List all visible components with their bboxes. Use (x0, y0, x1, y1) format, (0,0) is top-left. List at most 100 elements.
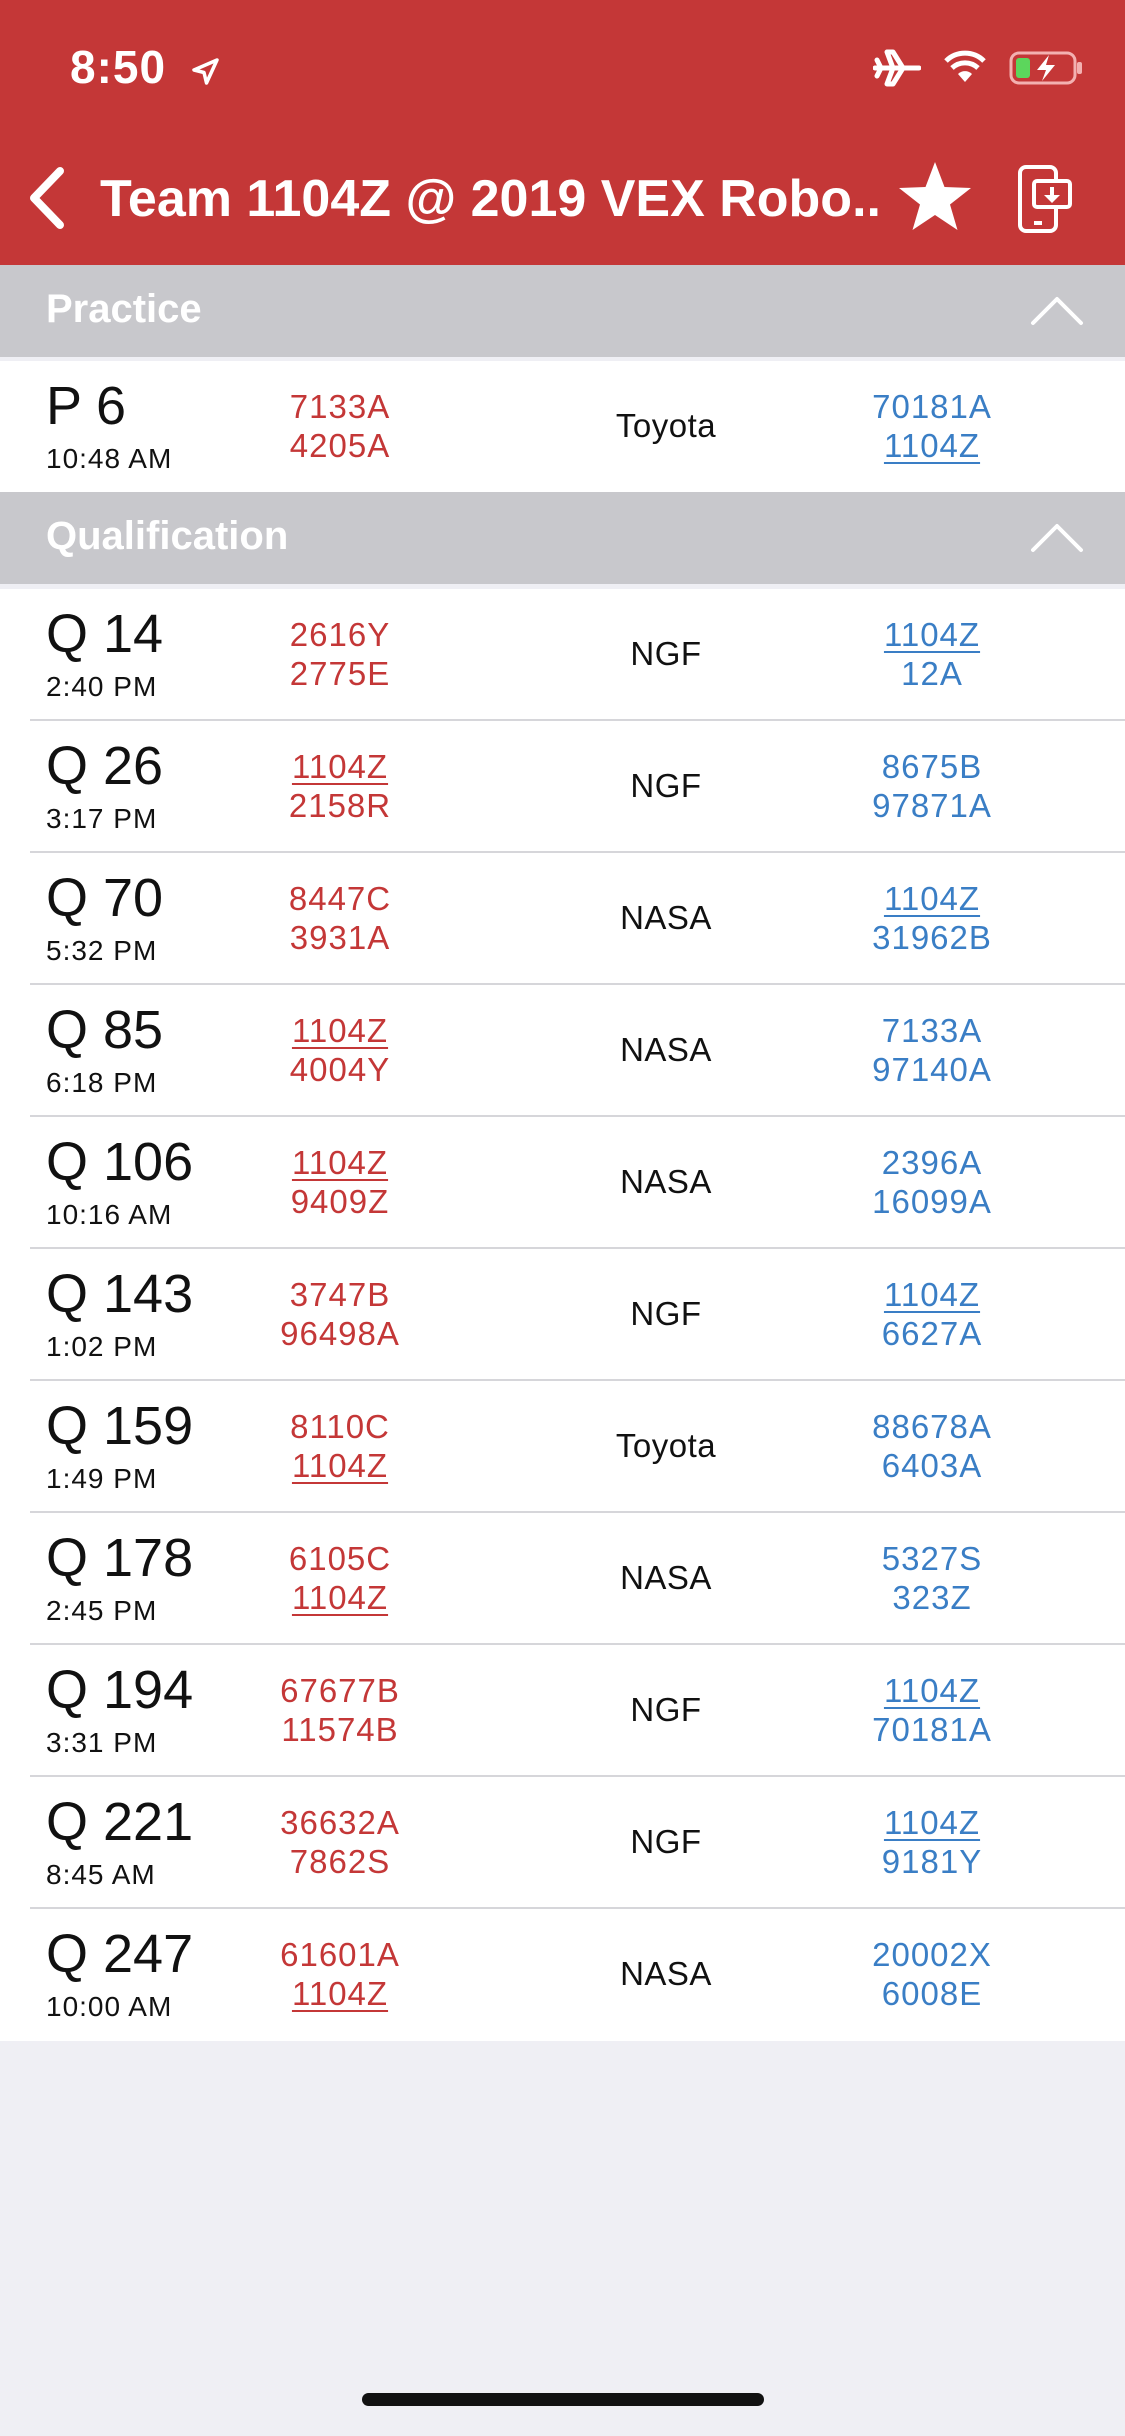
blue-team-2[interactable]: 323Z (892, 1579, 972, 1616)
favorite-button[interactable] (896, 158, 974, 236)
match-field: NASA (620, 899, 712, 936)
match-row[interactable]: Q 247 10:00 AM 61601A 1104Z NASA 20002X … (30, 1909, 1125, 2041)
section-header-practice[interactable]: Practice (0, 265, 1125, 357)
red-team-2[interactable]: 2775E (289, 655, 391, 692)
blue-team-1[interactable]: 1104Z (883, 880, 981, 917)
red-team-1[interactable]: 1104Z (291, 1144, 389, 1181)
blue-team-1[interactable]: 5327S (881, 1540, 983, 1577)
match-row[interactable]: Q 143 1:02 PM 3747B 96498A NGF 1104Z 662… (30, 1249, 1125, 1381)
collapse-chevron-icon[interactable] (1029, 291, 1085, 331)
red-team-2[interactable]: 1104Z (291, 1579, 389, 1616)
blue-team-2[interactable]: 9181Y (881, 1843, 983, 1880)
match-row[interactable]: Q 159 1:49 PM 8110C 1104Z Toyota 88678A … (30, 1381, 1125, 1513)
blue-team-2[interactable]: 6008E (881, 1975, 983, 2012)
back-button[interactable] (22, 163, 72, 233)
blue-team-2[interactable]: 70181A (872, 1711, 992, 1748)
blue-team-2[interactable]: 97140A (872, 1051, 992, 1088)
red-team-1[interactable]: 61601A (280, 1936, 400, 1973)
red-team-1[interactable]: 36632A (280, 1804, 400, 1841)
match-row[interactable]: Q 85 6:18 PM 1104Z 4004Y NASA 7133A 9714… (30, 985, 1125, 1117)
match-row[interactable]: Q 221 8:45 AM 36632A 7862S NGF 1104Z 918… (30, 1777, 1125, 1909)
match-time: 10:16 AM (46, 1199, 173, 1230)
qualification-list: Q 14 2:40 PM 2616Y 2775E NGF 1104Z 12A Q… (0, 589, 1125, 2041)
red-team-1[interactable]: 67677B (280, 1672, 400, 1709)
match-time: 2:45 PM (46, 1595, 158, 1626)
device-share-icon (1018, 165, 1072, 233)
match-row[interactable]: Q 26 3:17 PM 1104Z 2158R NGF 8675B 97871… (30, 721, 1125, 853)
blue-team-2[interactable]: 6627A (881, 1315, 983, 1352)
match-row[interactable]: Q 14 2:40 PM 2616Y 2775E NGF 1104Z 12A (30, 589, 1125, 721)
red-team-1[interactable]: 1104Z (291, 748, 389, 785)
match-row[interactable]: Q 106 10:16 AM 1104Z 9409Z NASA 2396A 16… (30, 1117, 1125, 1249)
blue-team-1[interactable]: 1104Z (883, 1276, 981, 1313)
match-field: NGF (630, 1295, 702, 1332)
device-share-button[interactable] (1012, 161, 1076, 237)
match-row[interactable]: Q 70 5:32 PM 8447C 3931A NASA 1104Z 3196… (30, 853, 1125, 985)
red-team-1[interactable]: 2616Y (289, 616, 391, 653)
section-header-qualification[interactable]: Qualification (0, 492, 1125, 584)
red-team-2[interactable]: 7862S (289, 1843, 391, 1880)
blue-team-1[interactable]: 88678A (872, 1408, 992, 1445)
airplane-icon (872, 48, 922, 93)
match-field: NASA (620, 1031, 712, 1068)
status-bar: 8:50 (0, 0, 1125, 133)
match-field: NGF (630, 635, 702, 672)
red-team-2[interactable]: 4004Y (289, 1051, 391, 1088)
blue-team-2[interactable]: 6403A (881, 1447, 983, 1484)
match-name: Q 106 (46, 1132, 194, 1192)
red-team-1[interactable]: 3747B (289, 1276, 391, 1313)
match-field: NGF (630, 767, 702, 804)
match-row[interactable]: Q 178 2:45 PM 6105C 1104Z NASA 5327S 323… (30, 1513, 1125, 1645)
match-name: P 6 (46, 376, 127, 436)
red-team-2[interactable]: 4205A (289, 427, 391, 464)
blue-team-1[interactable]: 20002X (872, 1936, 992, 1973)
blue-team-1[interactable]: 1104Z (883, 1804, 981, 1841)
red-team-1[interactable]: 8110C (290, 1408, 390, 1445)
blue-team-2[interactable]: 31962B (872, 919, 992, 956)
blue-team-1[interactable]: 1104Z (883, 1672, 981, 1709)
status-time-text: 8:50 (70, 41, 167, 93)
red-team-1[interactable]: 8447C (288, 880, 392, 917)
red-team-1[interactable]: 1104Z (291, 1012, 389, 1049)
red-team-2[interactable]: 2158R (288, 787, 392, 824)
red-team-2[interactable]: 96498A (280, 1315, 400, 1352)
star-icon (899, 162, 971, 230)
red-team-2[interactable]: 11574B (281, 1711, 399, 1748)
match-name: Q 143 (46, 1264, 194, 1324)
blue-team-1[interactable]: 2396A (881, 1144, 983, 1181)
red-team-2[interactable]: 3931A (289, 919, 391, 956)
blue-team-1[interactable]: 7133A (881, 1012, 983, 1049)
match-time: 2:40 PM (46, 671, 158, 702)
red-team-2[interactable]: 1104Z (291, 1975, 389, 2012)
match-name: Q 194 (46, 1660, 194, 1720)
red-team-2[interactable]: 9409Z (290, 1183, 390, 1220)
practice-list: P 6 10:48 AM 7133A 4205A Toyota 70181A 1… (0, 361, 1125, 493)
red-team-1[interactable]: 7133A (289, 388, 391, 425)
wifi-icon (943, 50, 987, 91)
blue-team-2[interactable]: 12A (901, 655, 963, 692)
collapse-chevron-icon[interactable] (1029, 518, 1085, 558)
blue-team-2[interactable]: 16099A (872, 1183, 992, 1220)
match-name: Q 159 (46, 1396, 194, 1456)
blue-team-1[interactable]: 70181A (872, 388, 992, 425)
match-time: 3:31 PM (46, 1727, 158, 1758)
status-icons (872, 48, 1085, 93)
match-time: 6:18 PM (46, 1067, 158, 1098)
blue-team-1[interactable]: 8675B (881, 748, 983, 785)
match-name: Q 26 (46, 736, 164, 796)
blue-team-1[interactable]: 1104Z (883, 616, 981, 653)
match-field: NASA (620, 1559, 712, 1596)
page-title: Team 1104Z @ 2019 VEX Robo... (100, 170, 880, 228)
blue-team-2[interactable]: 1104Z (883, 427, 981, 464)
home-indicator[interactable] (362, 2393, 764, 2406)
match-row[interactable]: P 6 10:48 AM 7133A 4205A Toyota 70181A 1… (30, 361, 1125, 493)
match-row[interactable]: Q 194 3:31 PM 67677B 11574B NGF 1104Z 70… (30, 1645, 1125, 1777)
red-team-2[interactable]: 1104Z (291, 1447, 389, 1484)
blue-team-2[interactable]: 97871A (872, 787, 992, 824)
location-arrow-icon (190, 44, 220, 98)
red-team-1[interactable]: 6105C (288, 1540, 392, 1577)
match-time: 3:17 PM (46, 803, 158, 834)
match-name: Q 178 (46, 1528, 194, 1588)
match-field: NGF (630, 1823, 702, 1860)
section-title-qualification: Qualification (46, 514, 289, 558)
